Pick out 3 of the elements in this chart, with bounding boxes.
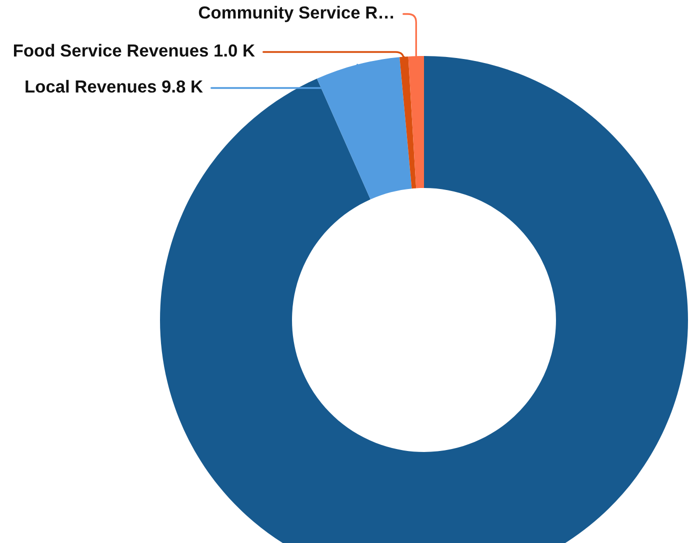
slice-label: Food Service Revenues 1.0 K bbox=[14, 44, 255, 57]
slice-label: Local Revenues 9.8 K bbox=[26, 80, 203, 93]
slice-label: Community Service R… bbox=[198, 6, 394, 22]
